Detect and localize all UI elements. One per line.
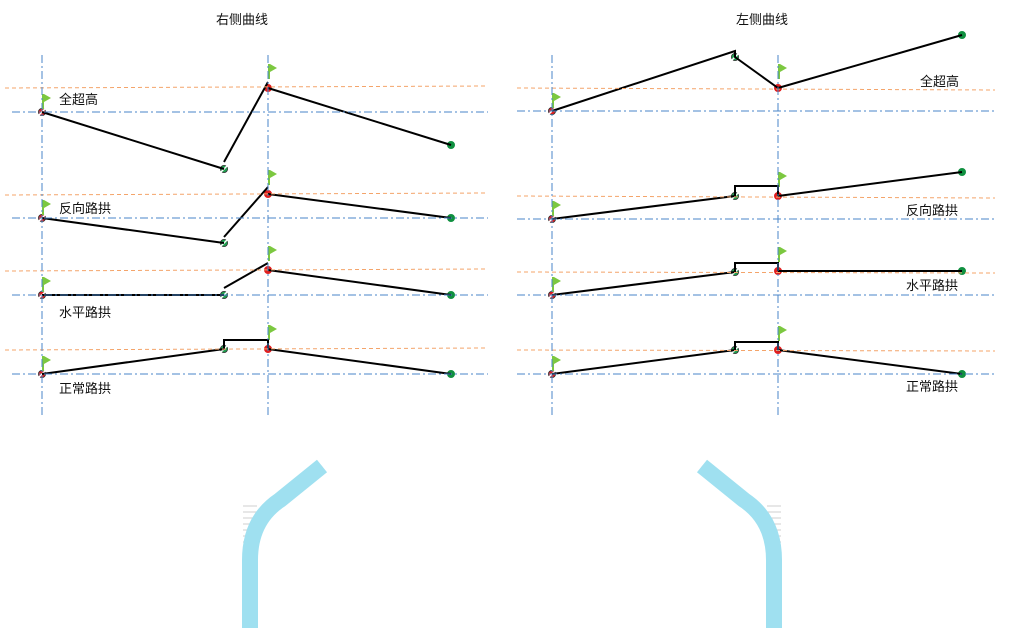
label-full-superelevation: 全超高 bbox=[920, 74, 959, 90]
label-full-superelevation: 全超高 bbox=[59, 92, 98, 108]
flag-icon bbox=[554, 277, 561, 285]
flag-icon bbox=[780, 326, 787, 334]
road-plan-edge bbox=[696, 459, 782, 628]
profile-line bbox=[551, 341, 779, 375]
flag-icon bbox=[780, 247, 787, 255]
flag-icon bbox=[780, 172, 787, 180]
road-plan-edge bbox=[242, 459, 328, 628]
flag-icon bbox=[270, 170, 277, 178]
crown-line bbox=[4, 192, 489, 196]
profile-line bbox=[267, 87, 452, 146]
crown-line bbox=[4, 85, 489, 89]
label-level-crown: 水平路拱 bbox=[59, 305, 111, 321]
profile-line bbox=[551, 262, 779, 296]
flag-icon bbox=[270, 64, 277, 72]
profile-line bbox=[267, 348, 452, 375]
label-normal-crown: 正常路拱 bbox=[59, 381, 111, 397]
flag-icon bbox=[554, 201, 561, 209]
crown-line bbox=[516, 349, 996, 352]
profile-line bbox=[41, 348, 225, 375]
flag-icon bbox=[44, 277, 51, 285]
crown-line bbox=[516, 195, 996, 199]
flag-icon bbox=[270, 325, 277, 333]
flag-icon bbox=[780, 64, 787, 72]
panel-title-right-curve: 右侧曲线 bbox=[216, 13, 268, 28]
profile-line bbox=[267, 193, 452, 219]
profile-line bbox=[267, 269, 452, 296]
crown-line bbox=[4, 268, 489, 272]
profile-line bbox=[777, 34, 963, 89]
flag-icon bbox=[44, 200, 51, 208]
profile-line bbox=[551, 185, 779, 220]
panel-title-left-curve: 左侧曲线 bbox=[736, 13, 788, 28]
flag-icon bbox=[270, 246, 277, 254]
profile-line bbox=[41, 111, 225, 170]
flag-icon bbox=[554, 93, 561, 101]
label-level-crown: 水平路拱 bbox=[906, 278, 958, 294]
flag-icon bbox=[44, 356, 51, 364]
flag-icon bbox=[554, 356, 561, 364]
flag-icon bbox=[44, 94, 51, 102]
label-reverse-crown: 反向路拱 bbox=[906, 203, 958, 219]
profile-line bbox=[223, 81, 269, 163]
profile-line bbox=[223, 262, 269, 289]
profile-line bbox=[777, 171, 963, 197]
label-normal-crown: 正常路拱 bbox=[906, 379, 958, 395]
profile-line bbox=[777, 349, 963, 375]
crown-line bbox=[516, 271, 996, 274]
profile-line bbox=[551, 49, 779, 112]
crown-line bbox=[516, 87, 996, 91]
profile-line bbox=[223, 339, 269, 349]
profile-line bbox=[223, 186, 269, 238]
label-reverse-crown: 反向路拱 bbox=[59, 201, 111, 217]
profile-line bbox=[41, 217, 225, 244]
crown-line bbox=[4, 347, 489, 351]
